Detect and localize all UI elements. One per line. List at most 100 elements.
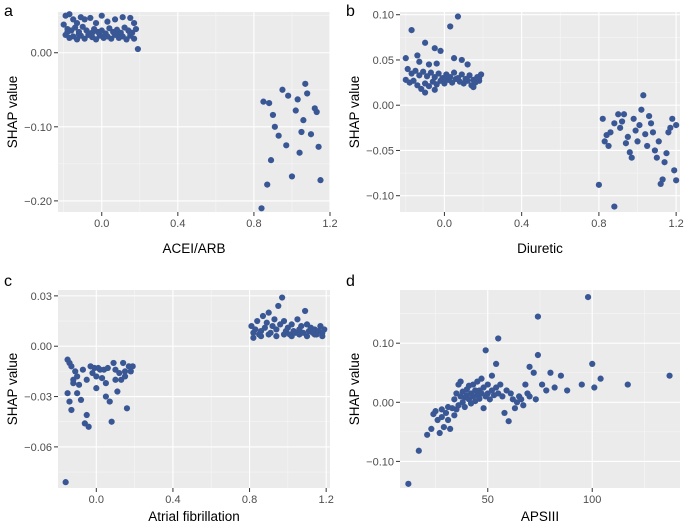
data-point (607, 129, 614, 136)
panel-b-grid (400, 12, 680, 212)
data-point (269, 111, 277, 119)
data-point (507, 390, 514, 397)
panel-a-xlabel: ACEI/ARB (162, 241, 225, 256)
y-tick-label: 0.10 (373, 338, 394, 350)
data-point (132, 25, 140, 33)
panel-a: 0.0 0.4 0.8 1.2 0.00 −0.10 −0.20 a ACEI/ARB SH… (4, 3, 338, 256)
x-tick-label: 0.8 (246, 218, 261, 230)
data-point (64, 28, 71, 36)
data-point (450, 55, 458, 62)
data-point (642, 131, 649, 138)
data-point (271, 123, 278, 130)
data-point (104, 18, 111, 25)
data-point (673, 177, 680, 184)
data-point (432, 408, 439, 415)
data-point (442, 409, 450, 417)
data-point (495, 335, 502, 342)
panel-b-label: b (346, 3, 355, 20)
data-point (618, 118, 626, 125)
data-point (547, 369, 554, 376)
data-point (73, 36, 81, 43)
data-point (449, 79, 456, 86)
data-point (458, 71, 465, 78)
data-point (617, 124, 624, 131)
data-point (478, 375, 485, 382)
data-point (441, 74, 448, 82)
data-point (522, 381, 529, 388)
data-point (628, 154, 635, 161)
data-point (661, 159, 668, 166)
data-point (294, 316, 301, 323)
data-point (303, 333, 311, 340)
data-point (300, 117, 307, 124)
data-point (653, 154, 660, 161)
data-point (108, 35, 115, 42)
data-point (425, 61, 433, 68)
panel-d-points (405, 293, 673, 487)
data-point (470, 84, 477, 91)
data-point (81, 35, 88, 42)
data-point (416, 58, 423, 65)
data-point (640, 92, 647, 99)
data-point (129, 363, 136, 370)
data-point (459, 399, 466, 406)
panel-b-ticks: 0.0 0.4 0.8 1.2 0.10 0.05 0.00 −0.05 −0.10 (366, 10, 684, 230)
data-point (402, 55, 409, 62)
data-point (591, 384, 598, 391)
data-point (288, 173, 296, 180)
data-point (115, 31, 122, 38)
data-point (123, 36, 130, 43)
data-point (119, 14, 126, 21)
data-point (447, 23, 454, 30)
data-point (307, 131, 315, 138)
y-tick-label: 0.00 (31, 341, 52, 353)
x-tick-label: 0.0 (437, 218, 452, 230)
data-point (440, 424, 447, 431)
x-tick-label: 0.0 (89, 494, 104, 506)
data-point (564, 387, 571, 394)
data-point (271, 316, 278, 323)
data-point (265, 309, 272, 316)
data-point (121, 368, 129, 375)
data-point (499, 393, 506, 400)
data-point (418, 85, 425, 93)
data-point (68, 363, 75, 370)
data-point (304, 90, 311, 97)
data-point (520, 402, 527, 409)
data-point (127, 368, 134, 375)
data-point (89, 29, 96, 36)
data-point (273, 326, 280, 333)
data-point (605, 142, 612, 150)
panel-a-points (60, 11, 324, 212)
data-point (64, 390, 71, 397)
data-point (538, 381, 546, 388)
data-point (422, 39, 429, 46)
data-point (673, 122, 680, 129)
data-point (464, 77, 471, 84)
data-point (102, 393, 109, 400)
data-point (102, 31, 109, 39)
panel-a-ticks: 0.0 0.4 0.8 1.2 0.00 −0.10 −0.20 (24, 48, 337, 230)
data-point (447, 425, 454, 432)
y-tick-label: 0.05 (373, 55, 394, 67)
data-point (275, 302, 282, 310)
data-point (438, 413, 445, 421)
data-point (669, 115, 676, 122)
data-point (543, 387, 550, 394)
data-point (415, 447, 422, 454)
y-tick-label: 0.10 (373, 10, 394, 22)
y-tick-label: 0.00 (31, 48, 52, 60)
data-point (313, 108, 320, 116)
data-point (557, 372, 565, 379)
data-point (482, 347, 489, 354)
data-point (280, 331, 288, 338)
data-point (68, 406, 75, 414)
data-point (267, 157, 275, 164)
data-point (66, 398, 73, 405)
data-point (60, 21, 67, 28)
data-point (458, 56, 465, 64)
data-point (497, 381, 504, 388)
data-point (630, 115, 637, 122)
data-point (72, 368, 79, 375)
data-point (311, 331, 318, 338)
